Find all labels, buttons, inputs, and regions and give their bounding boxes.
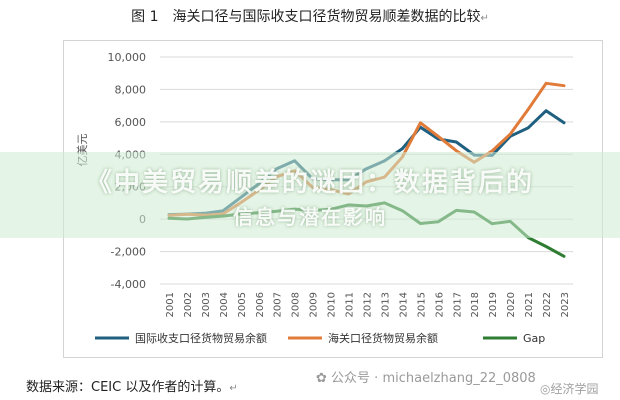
x-tick-label: 2016 [434, 292, 445, 317]
x-tick-label: 2006 [255, 292, 266, 317]
x-tick-label: 2012 [363, 292, 374, 317]
x-tick-label: 2011 [345, 292, 356, 317]
x-tick-label: 2014 [398, 292, 409, 317]
x-tick-label: 2001 [165, 292, 176, 317]
figure-number: 图 1 [131, 9, 159, 25]
brand-watermark: ◎经济学园 [540, 380, 599, 397]
x-tick-label: 2017 [452, 292, 463, 317]
x-tick-label: 2021 [524, 292, 535, 317]
banner-headline: 《中美贸易顺差的谜团：数据背后的 [85, 168, 534, 198]
overlay-banner [0, 152, 620, 238]
data-source-note: 数据来源：CEIC 以及作者的计算。↵ [26, 376, 238, 395]
x-tick-label: 2003 [201, 292, 212, 317]
x-tick-label: 2022 [542, 292, 553, 317]
x-tick-label: 2010 [327, 292, 338, 317]
x-tick-label: 2009 [309, 292, 320, 317]
x-tick-label: 2005 [237, 292, 248, 317]
x-tick-label: 2002 [183, 292, 194, 317]
x-tick-label: 2004 [219, 292, 230, 317]
brand-text: 经济学园 [550, 382, 599, 396]
wechat-watermark: ✿ 公众号 · michaelzhang_22_0808 [316, 367, 536, 386]
x-tick-label: 2020 [506, 292, 517, 317]
x-tick-label: 2013 [380, 292, 391, 317]
y-tick-label: -4,000 [111, 278, 146, 291]
x-tick-label: 2023 [560, 292, 571, 317]
legend-label: 国际收支口径货物贸易余额 [135, 331, 267, 345]
y-tick-label: -2,000 [111, 246, 146, 259]
x-tick-label: 2007 [273, 292, 284, 317]
banner-subheadline: 信息与潜在影响 [233, 205, 387, 229]
data-source-text: 数据来源：CEIC 以及作者的计算。 [26, 380, 230, 395]
wechat-icon: ✿ [316, 371, 327, 386]
return-mark: ↵ [480, 13, 489, 24]
figure-title-text: 海关口径与国际收支口径货物贸易顺差数据的比较 [172, 9, 481, 25]
x-tick-label: 2008 [291, 292, 302, 317]
source-return-mark: ↵ [229, 383, 238, 394]
x-tick-label: 2018 [470, 292, 481, 317]
y-tick-label: 10,000 [108, 51, 147, 64]
x-tick-label: 2015 [416, 292, 427, 317]
legend-label: Gap [523, 332, 545, 345]
watermark-text: 公众号 · michaelzhang_22_0808 [331, 371, 536, 386]
brand-icon: ◎ [540, 382, 551, 396]
legend-label: 海关口径货物贸易余额 [328, 331, 438, 345]
figure-title: 图 1 海关口径与国际收支口径货物贸易顺差数据的比较↵ [0, 6, 620, 26]
y-tick-label: 6,000 [115, 116, 147, 129]
y-tick-label: 8,000 [115, 83, 147, 96]
x-tick-label: 2019 [488, 292, 499, 317]
